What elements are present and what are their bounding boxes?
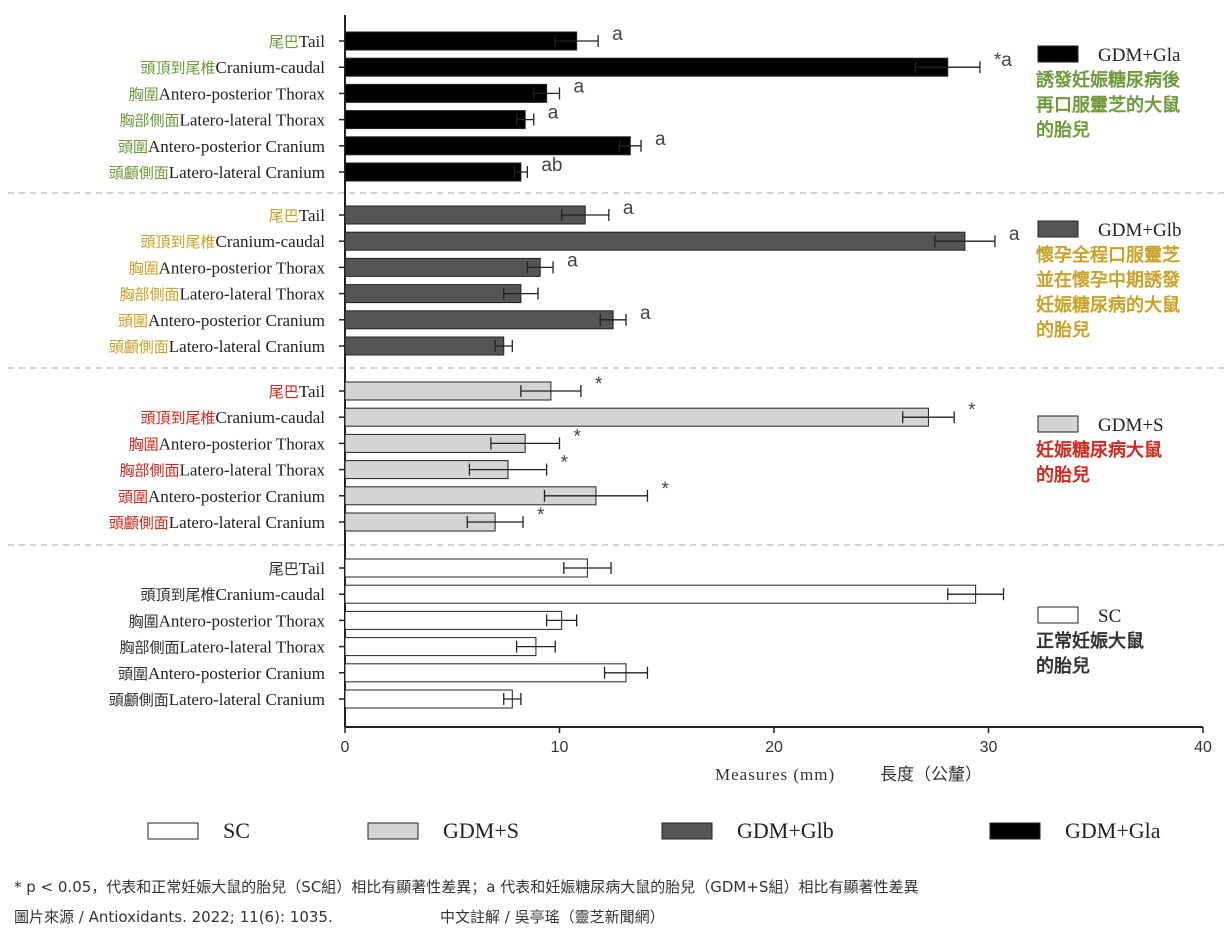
category-label: 胸圍Antero-posterior Thorax <box>129 434 326 453</box>
bar-GDM+Gla-Tail <box>344 31 578 51</box>
bar-GDM+Gla-Latero-lateral Thorax <box>344 110 526 130</box>
bar-SC-Tail <box>344 558 588 578</box>
legend-label-GDM+S: GDM+S <box>1098 415 1164 436</box>
legend-swatch-GDM+S <box>1037 415 1079 433</box>
category-label: 頭頂到尾椎Cranium-caudal <box>140 408 325 427</box>
significance-mark: a <box>1009 224 1020 245</box>
bottom-legend-swatch-SC <box>147 822 199 840</box>
category-label: 頭顱側面Latero-lateral Cranium <box>109 513 325 532</box>
bottom-legend-label-GDM+Glb: GDM+Glb <box>737 818 834 843</box>
legend-swatch-GDM+Glb <box>1037 220 1079 238</box>
category-label: 頭顱側面Latero-lateral Cranium <box>109 690 325 709</box>
significance-mark: * <box>574 426 582 447</box>
bar-GDM+Gla-Antero-posterior Thorax <box>344 83 548 103</box>
x-axis-label-zh: 長度（公釐） <box>880 765 982 785</box>
bar-GDM+Glb-Latero-lateral Cranium <box>344 336 505 356</box>
bar-SC-Antero-posterior Thorax <box>344 610 563 630</box>
category-label: 尾巴Tail <box>269 206 325 225</box>
footnote-source: 圖片來源 / Antioxidants. 2022; 11(6): 1035. <box>14 908 333 926</box>
category-label: 尾巴Tail <box>269 32 325 51</box>
category-label: 頭顱側面Latero-lateral Cranium <box>109 337 325 356</box>
significance-mark: a <box>567 250 578 271</box>
bottom-legend-swatch-GDM+S <box>367 822 419 840</box>
x-tick-label: 20 <box>765 739 783 756</box>
legend-label-GDM+Gla: GDM+Gla <box>1098 45 1181 66</box>
significance-mark: a <box>612 24 623 45</box>
bottom-legend-label-SC: SC <box>223 818 250 843</box>
category-label: 胸圍Antero-posterior Thorax <box>129 258 326 277</box>
x-tick-label: 40 <box>1194 739 1212 756</box>
bottom-legend-swatch-GDM+Glb <box>661 822 713 840</box>
legend-label-SC: SC <box>1098 606 1121 627</box>
bar-GDM+Glb-Antero-posterior Thorax <box>344 257 541 277</box>
legend-note-line: 的胎兒 <box>1036 655 1090 677</box>
category-label: 頭圍Antero-posterior Cranium <box>118 487 325 506</box>
x-tick-label: 0 <box>341 739 350 756</box>
category-label: 頭圍Antero-posterior Cranium <box>118 664 325 683</box>
legend-note-line: 妊娠糖尿病大鼠 <box>1036 439 1162 461</box>
significance-mark: a <box>655 129 666 150</box>
category-label: 胸部側面Latero-lateral Thorax <box>119 638 325 657</box>
category-label: 胸部側面Latero-lateral Thorax <box>119 111 325 130</box>
significance-mark: *a <box>994 50 1012 71</box>
footnote-credit: 中文註解 / 吳亭瑤（靈芝新聞網） <box>440 908 665 926</box>
legend-note-line: 懷孕全程口服靈芝 <box>1036 244 1180 266</box>
category-label: 尾巴Tail <box>269 382 325 401</box>
category-label: 頭顱側面Latero-lateral Cranium <box>109 163 325 182</box>
bar-GDM+Glb-Tail <box>344 205 586 225</box>
bottom-legend-label-GDM+Gla: GDM+Gla <box>1065 818 1161 843</box>
significance-mark: * <box>661 479 669 500</box>
x-tick-label: 30 <box>980 739 998 756</box>
bar-GDM+Gla-Antero-posterior Cranium <box>344 136 631 156</box>
bar-GDM+S-Tail <box>344 381 552 401</box>
category-label: 胸部側面Latero-lateral Thorax <box>119 285 325 304</box>
category-label: 頭圍Antero-posterior Cranium <box>118 311 325 330</box>
legend-label-GDM+Glb: GDM+Glb <box>1098 220 1182 241</box>
bottom-legend-label-GDM+S: GDM+S <box>443 818 519 843</box>
bar-GDM+Glb-Cranium-caudal <box>344 231 966 251</box>
legend-swatch-SC <box>1037 606 1079 624</box>
significance-mark: a <box>640 303 651 324</box>
category-label: 頭頂到尾椎Cranium-caudal <box>140 585 325 604</box>
bar-SC-Antero-posterior Cranium <box>344 663 627 683</box>
legend-swatch-GDM+Gla <box>1037 45 1079 63</box>
category-label: 頭頂到尾椎Cranium-caudal <box>140 58 325 77</box>
legend-note-line: 正常妊娠大鼠 <box>1036 630 1144 652</box>
legend-note-line: 並在懷孕中期誘發 <box>1036 269 1181 291</box>
bar-SC-Latero-lateral Thorax <box>344 637 537 657</box>
legend-note-line: 的胎兒 <box>1036 119 1090 141</box>
legend-note-line: 誘發妊娠糖尿病後 <box>1036 69 1181 91</box>
bar-SC-Cranium-caudal <box>344 584 977 604</box>
significance-mark: a <box>548 103 559 124</box>
bar-GDM+Glb-Antero-posterior Cranium <box>344 310 614 330</box>
category-label: 胸圍Antero-posterior Thorax <box>129 611 326 630</box>
legend-note-line: 的胎兒 <box>1036 464 1090 486</box>
bar-GDM+Gla-Cranium-caudal <box>344 57 949 77</box>
significance-mark: a <box>574 76 585 97</box>
category-label: 胸圍Antero-posterior Thorax <box>129 84 326 103</box>
significance-mark: * <box>595 374 603 395</box>
legend-note-line: 妊娠糖尿病的大鼠 <box>1036 294 1180 316</box>
bar-GDM+Gla-Latero-lateral Cranium <box>344 162 522 182</box>
bar-GDM+S-Cranium-caudal <box>344 407 929 427</box>
legend-note-line: 的胎兒 <box>1036 319 1090 341</box>
category-label: 尾巴Tail <box>269 559 325 578</box>
x-tick-label: 10 <box>551 739 569 756</box>
significance-mark: * <box>968 400 976 421</box>
category-label: 頭頂到尾椎Cranium-caudal <box>140 232 325 251</box>
bar-chart: 0 10 20 30 40 Measures (mm) 長度（公釐） 尾巴Tail a 頭頂到尾椎… <box>8 15 1225 843</box>
category-label: 胸部側面Latero-lateral Thorax <box>119 461 325 480</box>
x-axis-label: Measures (mm) <box>715 765 835 784</box>
significance-mark: a <box>623 198 634 219</box>
legend-note-line: 再口服靈芝的大鼠 <box>1036 94 1180 116</box>
significance-mark: ab <box>541 155 562 176</box>
footnote-significance: * p < 0.05，代表和正常妊娠大鼠的胎兒（SC組）相比有顯著性差異；a 代… <box>14 878 919 896</box>
category-label: 頭圍Antero-posterior Cranium <box>118 137 325 156</box>
bar-SC-Latero-lateral Cranium <box>344 689 513 709</box>
significance-mark: * <box>561 453 569 474</box>
bar-GDM+Glb-Latero-lateral Thorax <box>344 284 522 304</box>
significance-mark: * <box>537 505 545 526</box>
bottom-legend-swatch-GDM+Gla <box>989 822 1041 840</box>
